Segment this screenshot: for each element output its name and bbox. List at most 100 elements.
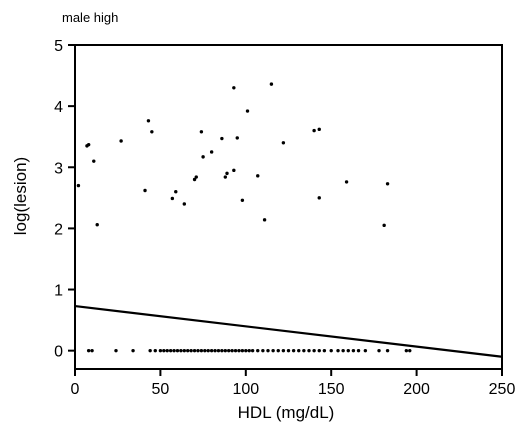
data-point — [174, 190, 178, 194]
data-point — [322, 348, 327, 353]
y-tick-label: 4 — [54, 99, 63, 116]
data-point — [312, 128, 316, 133]
data-point — [261, 348, 265, 353]
x-tick-label: 250 — [489, 381, 516, 398]
data-point — [206, 348, 210, 353]
data-point — [146, 119, 151, 123]
data-point — [213, 348, 217, 353]
data-point — [256, 348, 260, 353]
data-point — [317, 196, 321, 200]
x-axis-ticks: 0 50 100 150 200 250 — [71, 369, 516, 398]
data-point — [170, 196, 175, 201]
x-tick-label: 200 — [403, 381, 430, 398]
y-axis-label: log(lesion) — [11, 157, 30, 235]
data-point — [199, 348, 204, 353]
y-tick-label: 0 — [54, 344, 63, 361]
data-point — [329, 348, 333, 353]
data-point — [351, 348, 356, 353]
data-point — [227, 348, 231, 353]
data-point — [194, 175, 198, 179]
data-point — [276, 348, 280, 353]
data-point — [86, 348, 91, 353]
data-point — [143, 188, 147, 193]
y-tick-label: 1 — [54, 283, 63, 300]
data-point — [201, 155, 205, 159]
x-axis-label: HDL (mg/dL) — [238, 403, 335, 422]
data-point — [232, 168, 236, 173]
data-point — [153, 348, 157, 353]
data-point — [148, 348, 152, 353]
data-point — [344, 180, 349, 184]
data-point — [356, 348, 361, 353]
data-point — [240, 198, 245, 202]
data-point — [223, 348, 228, 353]
data-point — [385, 182, 390, 186]
data-point — [271, 348, 275, 353]
data-point — [291, 348, 296, 353]
data-point — [119, 139, 123, 143]
data-point — [179, 348, 183, 353]
data-point — [203, 348, 207, 353]
y-tick-label: 5 — [54, 38, 63, 55]
data-point — [312, 348, 316, 353]
data-point — [230, 348, 234, 353]
data-point — [175, 348, 180, 353]
data-point — [199, 130, 204, 134]
data-point — [377, 348, 381, 353]
data-point — [256, 174, 260, 178]
data-point — [189, 348, 193, 353]
x-tick-label: 100 — [232, 381, 259, 398]
data-point — [404, 348, 409, 353]
data-point — [281, 141, 286, 145]
data-point — [266, 348, 270, 353]
data-point — [250, 348, 255, 353]
data-point — [408, 348, 412, 353]
data-point — [240, 348, 245, 353]
data-point — [235, 136, 239, 140]
data-point — [307, 348, 311, 353]
data-point — [90, 348, 94, 353]
data-point — [302, 348, 306, 353]
y-tick-label: 2 — [54, 221, 63, 238]
data-point — [317, 348, 321, 353]
data-point — [131, 348, 135, 353]
data-point — [247, 348, 251, 353]
data-point — [363, 348, 368, 353]
x-tick-label: 50 — [152, 381, 170, 398]
data-point — [223, 175, 228, 179]
fit-line — [74, 304, 503, 358]
data-point — [162, 348, 166, 353]
data-point — [262, 218, 267, 222]
data-point — [317, 127, 321, 132]
y-tick-label: 3 — [54, 160, 63, 177]
data-point — [158, 348, 163, 353]
data-point — [232, 86, 236, 90]
data-point — [216, 348, 221, 353]
data-point — [76, 183, 81, 188]
plot-frame — [74, 44, 503, 370]
data-point — [245, 109, 250, 113]
data-point — [192, 348, 197, 353]
x-tick-label: 0 — [71, 381, 80, 398]
data-point — [336, 348, 340, 353]
data-point — [237, 348, 241, 353]
data-point — [244, 348, 248, 353]
data-point — [382, 223, 386, 228]
data-point — [95, 223, 99, 227]
data-point — [92, 159, 96, 163]
data-point — [341, 348, 345, 353]
data-point — [269, 82, 274, 86]
data-point — [209, 150, 214, 154]
data-point — [225, 171, 229, 176]
data-point — [186, 348, 190, 353]
data-point — [196, 348, 200, 353]
data-point — [220, 136, 224, 141]
data-point — [86, 142, 91, 147]
data-point — [172, 348, 176, 353]
data-point — [182, 348, 187, 353]
data-point — [192, 177, 197, 182]
data-point — [165, 348, 169, 353]
data-point — [114, 348, 118, 353]
data-point — [150, 130, 154, 134]
